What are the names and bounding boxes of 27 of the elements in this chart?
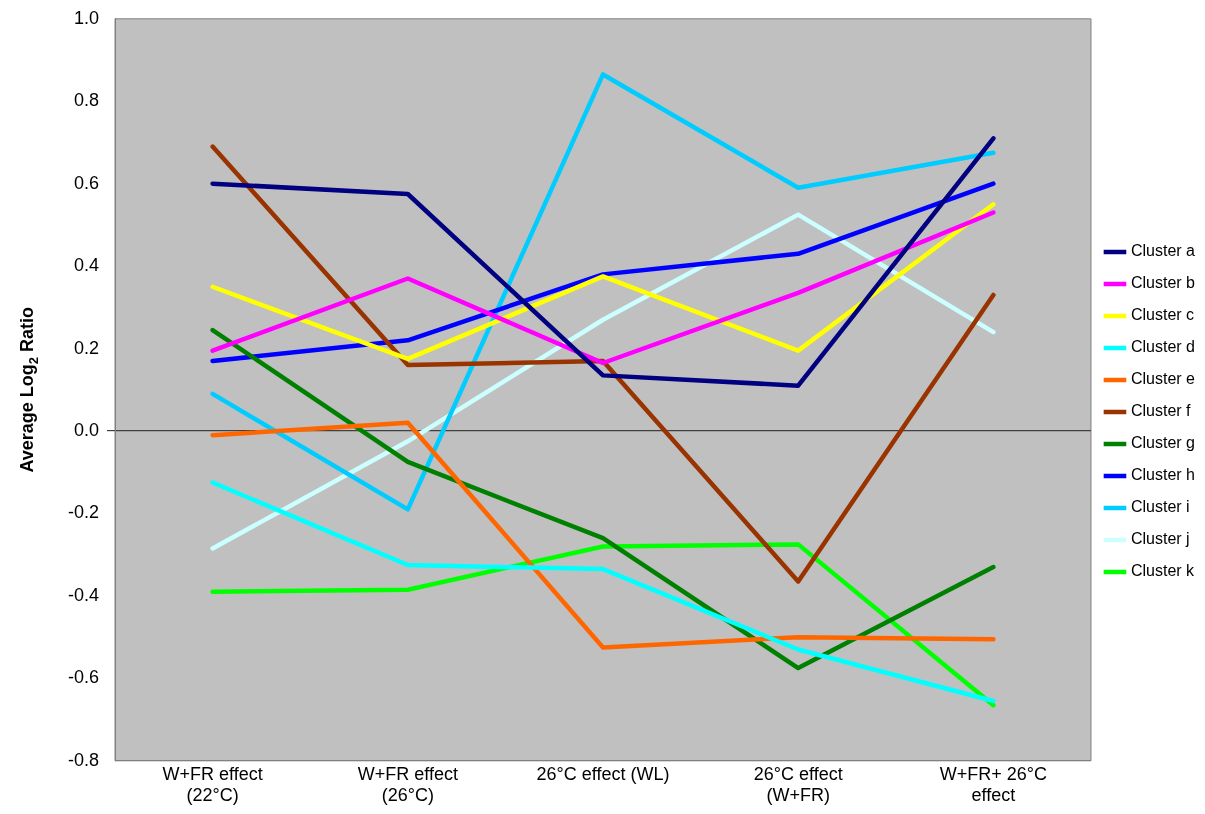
y-axis-title: Average Log2 Ratio	[16, 306, 41, 473]
y-tick-label: -0.2	[67, 502, 100, 523]
x-tick-label: 26°C effect (W+FR)	[753, 763, 843, 806]
x-tick-label: W+FR effect (22°C)	[162, 763, 263, 806]
legend-label: Cluster e	[1130, 370, 1196, 388]
x-tick-label: W+FR+ 26°C effect	[939, 763, 1047, 806]
x-tick-label: W+FR effect (26°C)	[357, 763, 458, 806]
y-tick-label: 1.0	[73, 7, 100, 28]
y-tick-label: 0.0	[73, 419, 100, 440]
y-tick-label: 0.2	[73, 337, 100, 358]
y-tick-label: -0.8	[67, 749, 100, 770]
y-tick-label: -0.4	[67, 584, 100, 605]
legend-label: Cluster f	[1130, 402, 1192, 420]
legend-label: Cluster d	[1130, 338, 1196, 356]
x-tick-label: 26°C effect (WL)	[536, 763, 670, 784]
legend-label: Cluster b	[1130, 274, 1196, 292]
legend-label: Cluster k	[1130, 562, 1196, 580]
y-tick-label: 0.4	[73, 255, 100, 276]
y-tick-label: -0.6	[67, 667, 100, 688]
y-tick-label: 0.6	[73, 172, 100, 193]
legend-label: Cluster j	[1130, 530, 1190, 548]
legend-label: Cluster g	[1130, 434, 1196, 452]
legend-label: Cluster i	[1130, 498, 1190, 516]
legend-label: Cluster c	[1130, 306, 1195, 324]
legend-label: Cluster a	[1130, 242, 1196, 260]
y-tick-label: 0.8	[73, 90, 100, 111]
legend-label: Cluster h	[1130, 466, 1196, 484]
